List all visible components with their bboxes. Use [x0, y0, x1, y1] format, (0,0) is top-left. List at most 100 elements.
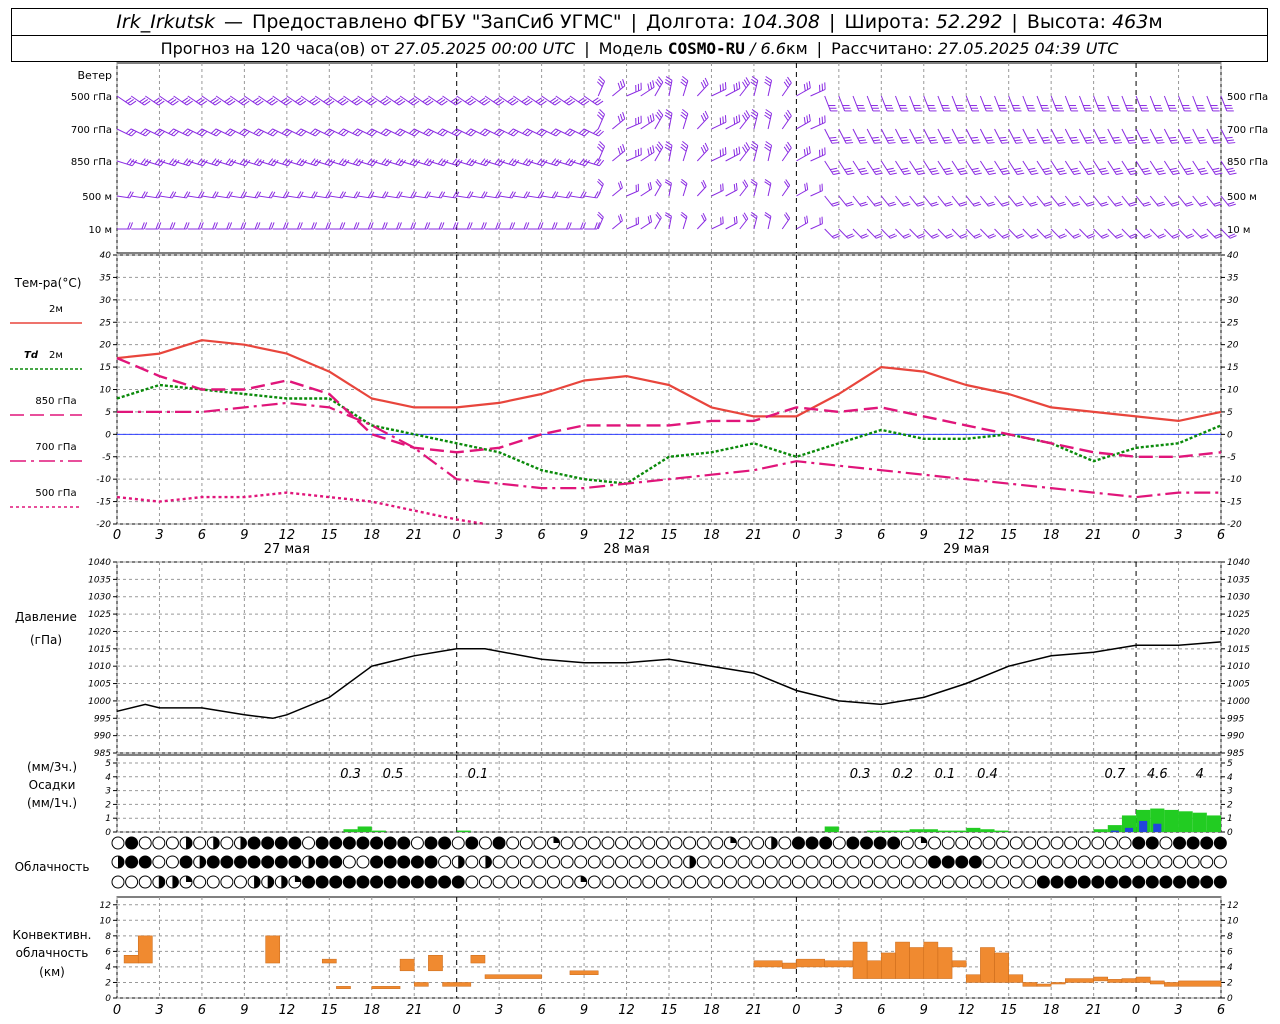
temperature-tick-label-right: -20	[1227, 520, 1242, 530]
wind-barb-feather	[437, 128, 444, 134]
cloud-symbol	[832, 855, 846, 869]
wind-barb-feather	[324, 128, 330, 134]
wind-barb-feather	[228, 159, 234, 166]
cloud-circle	[465, 836, 479, 850]
wind-barb-feather	[665, 111, 672, 117]
wind-barb-feather	[702, 144, 707, 152]
cloud-symbol	[492, 875, 506, 889]
wind-barb-feather	[542, 159, 548, 167]
precip-bar	[1206, 815, 1221, 832]
wind-barb-feather	[537, 222, 542, 230]
wind-barb-feather	[1127, 167, 1135, 171]
cloud-circle	[615, 836, 629, 850]
cloud-circle	[860, 836, 874, 850]
wind-barb-feather	[326, 129, 333, 136]
wind-barb-feather	[665, 141, 673, 146]
wind-barb-feather	[583, 130, 590, 137]
cloud-symbol	[438, 875, 452, 889]
cloud-circle	[438, 875, 452, 889]
wind-barb-feather	[267, 128, 274, 134]
wind-barb-feather	[742, 146, 747, 154]
wind-barb-feather	[230, 159, 237, 167]
calc-label: Рассчитано:	[831, 39, 933, 58]
cloud-half	[186, 837, 193, 849]
wind-barb-feather	[1114, 201, 1122, 205]
wind-barb-feather	[425, 129, 432, 136]
precip-tick-label-right: 0	[1227, 828, 1233, 838]
wind-barb-feather	[928, 136, 936, 139]
cloud-circle	[873, 875, 887, 889]
wind-barb-feather	[945, 233, 952, 238]
cloud-symbol	[424, 875, 438, 889]
wind-barb-feather	[743, 179, 749, 187]
calc-time: 27.05.2025 04:39 UTC	[937, 39, 1119, 58]
cloud-circle	[574, 855, 588, 869]
cloud-symbol	[860, 855, 874, 869]
wind-barb-feather	[764, 114, 771, 120]
convective-tick-label-left: 0	[105, 994, 111, 1004]
cloud-symbol	[383, 855, 397, 869]
cloud-circle	[1213, 855, 1227, 869]
cloud-circle	[696, 875, 710, 889]
wind-barb-feather	[743, 212, 749, 220]
wind-barb-feather	[1144, 172, 1152, 175]
cloud-circle	[1173, 836, 1187, 850]
wind-barb-feather	[1030, 203, 1038, 207]
cloud-symbol	[1050, 855, 1064, 869]
cloud-symbol	[274, 855, 288, 869]
wind-barb-feather	[844, 167, 852, 171]
cloud-symbol	[451, 836, 465, 850]
wind-barb-feather	[313, 100, 321, 106]
wind-barb-feather	[569, 130, 576, 137]
wind-barb-feather	[735, 182, 738, 191]
cloud-symbol	[546, 836, 560, 850]
wind-barb-feather	[598, 78, 604, 85]
wind-barb-feather	[658, 76, 664, 83]
convective-bar	[866, 960, 882, 979]
precip-tick-label-left: 1	[105, 814, 111, 824]
wind-barb-feather	[398, 100, 406, 106]
wind-barb-feather	[733, 217, 736, 225]
wind-barb-feather	[1187, 172, 1195, 175]
cloud-symbol	[778, 836, 792, 850]
wind-barb-feather	[1129, 142, 1137, 144]
wind-barb-feather	[1229, 172, 1237, 175]
cloud-circle	[165, 855, 179, 869]
wind-barb-feather	[499, 159, 506, 167]
wind-barb-feather	[370, 222, 374, 230]
cloud-symbol	[928, 875, 942, 889]
wind-barb-feather	[1015, 233, 1023, 238]
wind-barb-feather	[702, 79, 707, 87]
cloud-circle	[1023, 836, 1037, 850]
wind-barb-feather	[469, 191, 474, 199]
cloud-symbol	[165, 836, 179, 850]
convective-x-tick-label: 15	[661, 1003, 678, 1018]
wind-barb-feather	[658, 109, 664, 116]
wind-barb-feather	[228, 222, 233, 230]
wind-barb-feather	[550, 128, 557, 134]
cloud-symbol	[370, 875, 384, 889]
temperature-tick-label-left: 30	[100, 296, 112, 306]
cloud-symbol	[152, 855, 166, 869]
temperature-title: Тем-ра(°C)	[14, 276, 82, 290]
wind-barb-feather	[410, 222, 414, 230]
wind-barb-feather	[764, 143, 772, 149]
wind-barb-feather	[183, 222, 188, 230]
wind-barb-feather	[384, 100, 392, 106]
pressure-tick-label-left: 995	[94, 714, 111, 724]
wind-barb-feather	[312, 129, 319, 136]
cloud-circle	[397, 875, 411, 889]
cloud-circle	[1186, 875, 1200, 889]
cloud-symbol	[737, 875, 751, 889]
cloud-symbol	[615, 855, 629, 869]
cloud-circle	[1104, 875, 1118, 889]
temperature-tick-label-right: 25	[1227, 318, 1239, 328]
wind-barb-feather	[806, 147, 809, 155]
cloud-symbol	[628, 875, 642, 889]
wind-barb-feather	[224, 97, 231, 103]
temperature-x-tick-label: 3	[155, 528, 163, 543]
cloud-symbol	[138, 875, 152, 889]
cloud-circle	[138, 836, 152, 850]
header-line-2: Прогноз на 120 часа(ов) от 27.05.2025 00…	[11, 35, 1268, 62]
cloud-circle	[261, 836, 275, 850]
